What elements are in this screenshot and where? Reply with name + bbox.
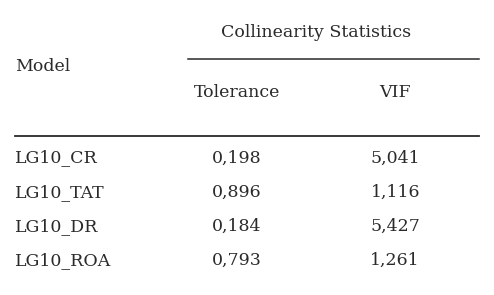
Text: 5,427: 5,427 bbox=[370, 218, 420, 235]
Text: 1,116: 1,116 bbox=[370, 184, 420, 201]
Text: 0,793: 0,793 bbox=[212, 252, 262, 269]
Text: LG10_ROA: LG10_ROA bbox=[15, 252, 111, 269]
Text: 0,184: 0,184 bbox=[212, 218, 262, 235]
Text: LG10_TAT: LG10_TAT bbox=[15, 184, 104, 201]
Text: 5,041: 5,041 bbox=[370, 150, 420, 167]
Text: LG10_CR: LG10_CR bbox=[15, 150, 98, 167]
Text: Tolerance: Tolerance bbox=[194, 84, 280, 101]
Text: 1,261: 1,261 bbox=[370, 252, 420, 269]
Text: Model: Model bbox=[15, 58, 70, 75]
Text: VIF: VIF bbox=[379, 84, 411, 101]
Text: LG10_DR: LG10_DR bbox=[15, 218, 98, 235]
Text: 0,198: 0,198 bbox=[212, 150, 262, 167]
Text: 0,896: 0,896 bbox=[212, 184, 262, 201]
Text: Collinearity Statistics: Collinearity Statistics bbox=[221, 24, 411, 41]
